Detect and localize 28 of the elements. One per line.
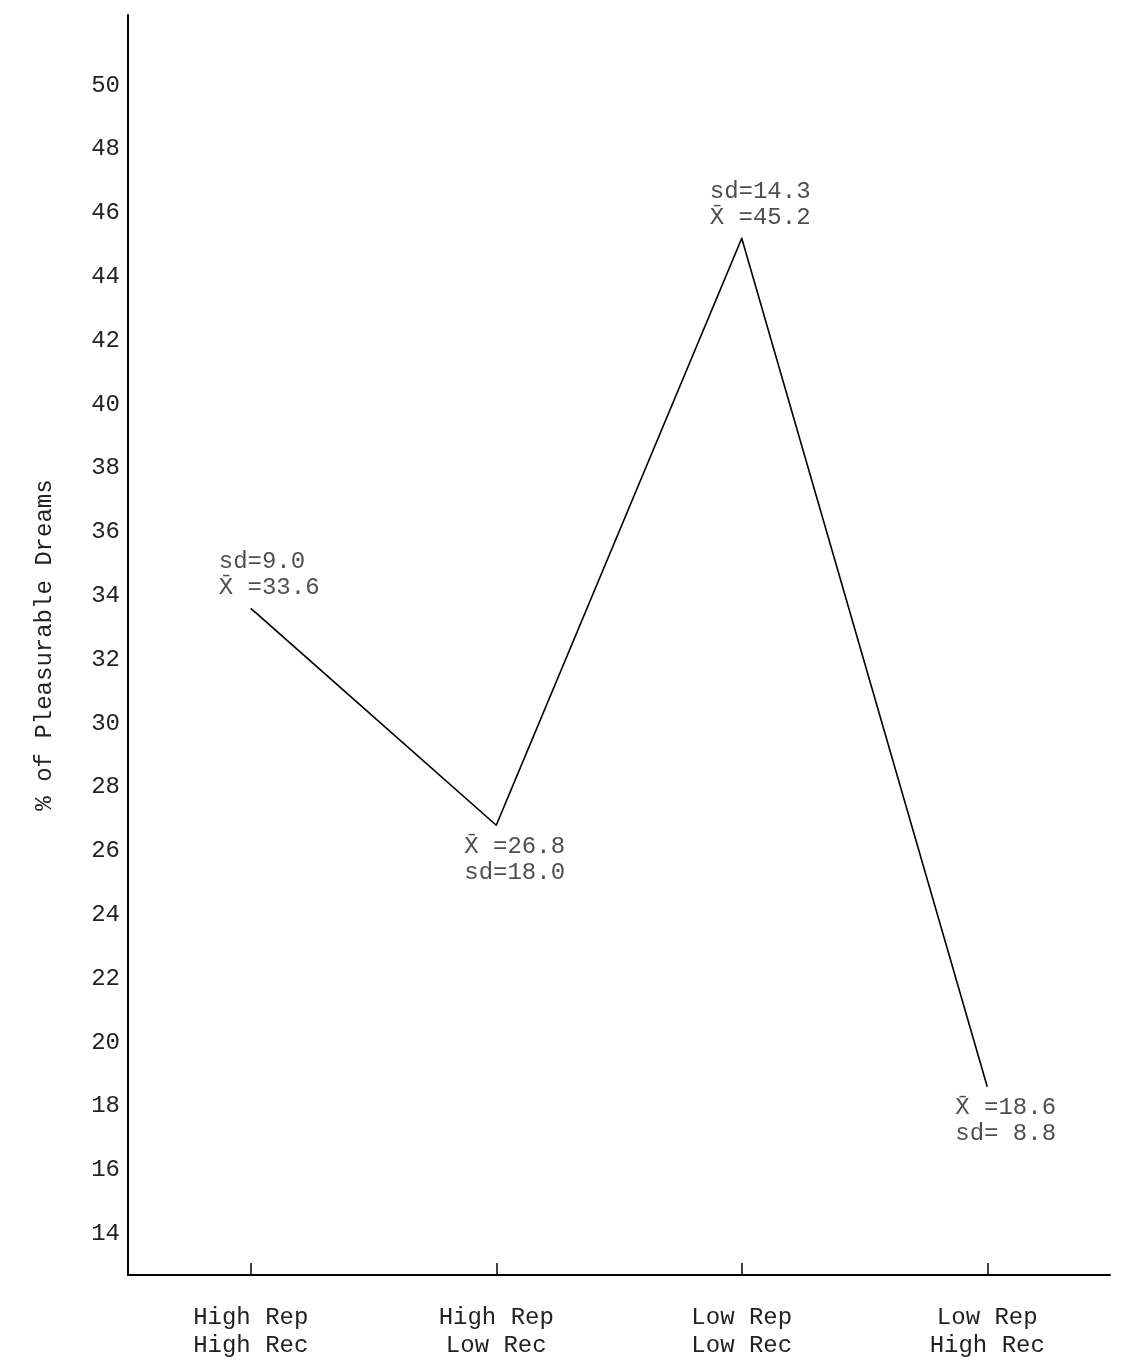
y-tick-label: 28 bbox=[91, 773, 120, 801]
y-tick-label: 20 bbox=[91, 1028, 120, 1056]
y-tick-label: 32 bbox=[91, 645, 120, 673]
y-tick-label: 36 bbox=[91, 518, 120, 546]
y-tick-label: 50 bbox=[91, 71, 120, 99]
y-axis-title: % of Pleasurable Dreams bbox=[30, 479, 58, 811]
annotation: sd=9.0 X̄ =33.6 bbox=[218, 547, 320, 601]
y-tick-label: 22 bbox=[91, 964, 120, 992]
x-tick-label: High Rep High Rec bbox=[193, 1303, 309, 1359]
y-tick-label: 18 bbox=[91, 1092, 120, 1120]
y-tick-label: 40 bbox=[91, 390, 120, 418]
y-tick-label: 48 bbox=[91, 135, 120, 163]
y-tick-label: 34 bbox=[91, 582, 120, 610]
annotation: X̄ =18.6 sd= 8.8 bbox=[955, 1094, 1057, 1148]
y-tick-label: 44 bbox=[91, 263, 120, 291]
y-tick-label: 46 bbox=[91, 199, 120, 227]
y-tick-label: 16 bbox=[91, 1156, 120, 1184]
annotation: sd=14.3 X̄ =45.2 bbox=[709, 177, 811, 231]
x-tick-label: Low Rep High Rec bbox=[929, 1303, 1045, 1359]
y-tick-label: 38 bbox=[91, 454, 120, 482]
y-tick-label: 24 bbox=[91, 901, 120, 929]
x-tick-label: Low Rep Low Rec bbox=[691, 1303, 793, 1359]
x-tick-label: High Rep Low Rec bbox=[438, 1303, 554, 1359]
y-tick-label: 42 bbox=[91, 326, 120, 354]
y-tick-label: 30 bbox=[91, 709, 120, 737]
y-tick-label: 14 bbox=[91, 1220, 120, 1248]
annotation: X̄ =26.8 sd=18.0 bbox=[464, 832, 566, 886]
y-tick-label: 26 bbox=[91, 837, 120, 865]
